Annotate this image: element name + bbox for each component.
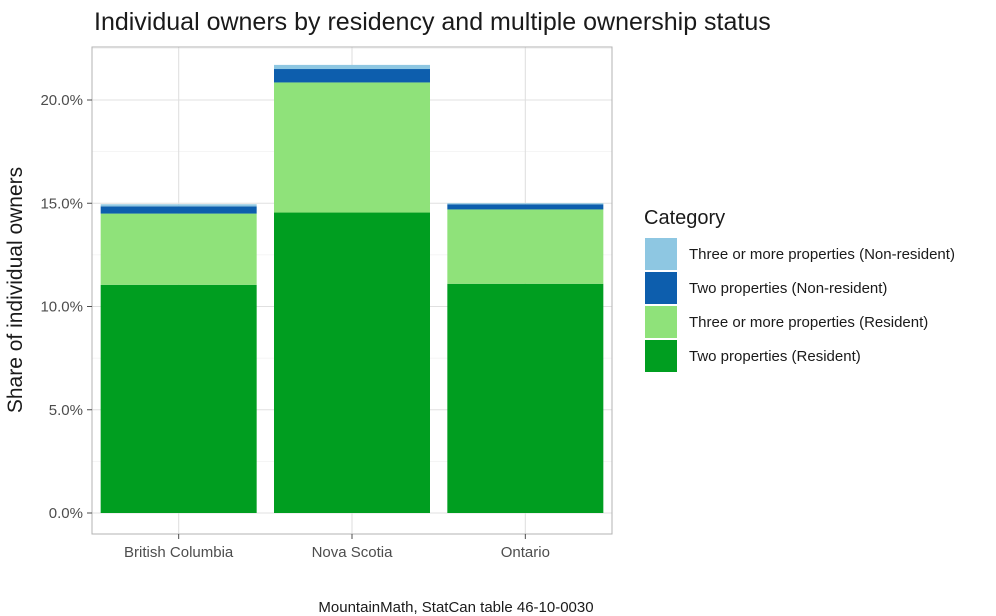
legend-label: Three or more properties (Non-resident) [689,246,955,263]
legend-swatch [645,306,677,338]
y-axis-title: Share of individual owners [4,167,27,413]
legend-title: Category [644,207,725,229]
y-tick-label: 20.0% [40,92,83,109]
bar-segment [447,204,604,210]
chart-caption: MountainMath, StatCan table 46-10-0030 [318,599,593,616]
legend: Three or more properties (Non-resident) T… [645,238,955,372]
chart-title: Individual owners by residency and multi… [94,8,771,36]
y-axis-ticks: 0.0% 5.0% 10.0% 15.0% 20.0% [40,92,92,522]
legend-label: Two properties (Non-resident) [689,280,887,297]
x-axis-ticks: British Columbia Nova Scotia Ontario [124,534,550,561]
x-tick-label: British Columbia [124,544,234,561]
bar-segment [447,283,604,513]
legend-swatch [645,340,677,372]
bar-segment [447,209,604,284]
legend-swatch [645,272,677,304]
y-tick-label: 5.0% [49,402,83,419]
bar-segment [274,212,430,514]
bars-group [100,64,604,514]
bar-segment [274,64,430,70]
bar-segment [100,206,257,214]
bar-segment [100,284,257,513]
x-tick-label: Ontario [501,544,550,561]
x-tick-label: Nova Scotia [312,544,394,561]
y-tick-label: 15.0% [40,195,83,212]
bar-segment [274,69,430,83]
legend-label: Three or more properties (Resident) [689,314,928,331]
bar-segment [274,82,430,213]
y-tick-label: 10.0% [40,299,83,316]
legend-label: Two properties (Resident) [689,348,861,365]
bar-segment [447,203,604,205]
y-tick-label: 0.0% [49,505,83,522]
legend-swatch [645,238,677,270]
bar-segment [100,204,257,207]
bar-segment [100,213,257,285]
